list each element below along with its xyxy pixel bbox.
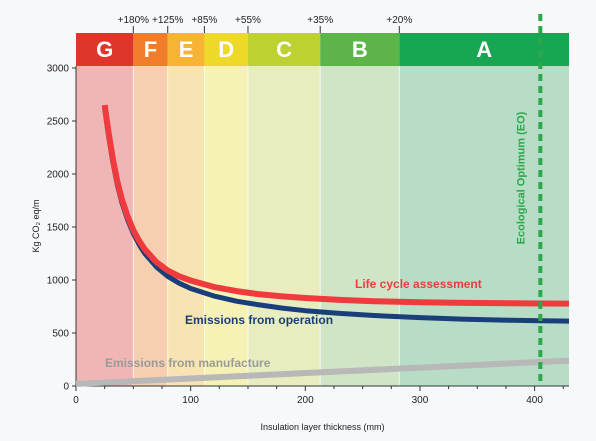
y-tick-label: 1000 (47, 276, 70, 287)
band-bg-d (204, 66, 248, 386)
band-letter-f: F (144, 37, 157, 62)
y-tick-label: 1500 (47, 223, 70, 234)
series-lines (75, 104, 570, 387)
x-axis-title: Insulation layer thickness (mm) (260, 422, 384, 432)
ecological-optimum: Ecological Optimum (EO) (515, 14, 543, 386)
y-tick-label: 2000 (47, 170, 70, 181)
band-block-e (167, 33, 205, 66)
percent-markers: +180% +125% +85% +55% +35% +20% (118, 15, 412, 33)
band-letter-a: A (476, 37, 492, 62)
band-letter-c: C (276, 37, 292, 62)
band-block-c (247, 33, 321, 66)
y-tick-label: 3000 (47, 64, 70, 75)
axes: 0 100 200 300 400 0 500 1000 1500 2000 2500 3000 Ins… (31, 64, 569, 432)
band-bg-c (247, 66, 321, 386)
percent-label: +180% (118, 15, 150, 26)
y-tick-label: 0 (63, 382, 69, 393)
band-block-b (320, 33, 400, 66)
y-tick-label: 500 (52, 329, 69, 340)
x-tick-label: 300 (412, 395, 429, 406)
band-letter-g: G (96, 37, 113, 62)
band-letter-d: D (218, 37, 234, 62)
band-bg-a (399, 66, 569, 386)
y-axis-title: Kg CO₂ eq/m (31, 199, 41, 252)
band-bg-e (167, 66, 205, 386)
operation-label: Emissions from operation (185, 313, 333, 327)
x-tick-label: 0 (73, 395, 79, 406)
band-backgrounds (76, 66, 569, 386)
x-tick-label: 400 (526, 395, 543, 406)
band-letter-e: E (179, 37, 194, 62)
band-block-f (133, 33, 168, 66)
x-tick-label: 100 (182, 395, 199, 406)
manufacture-label: Emissions from manufacture (105, 356, 271, 370)
band-bg-b (320, 66, 400, 386)
ecological-optimum-label: Ecological Optimum (EO) (515, 111, 527, 244)
lca-label: Life cycle assessment (355, 277, 482, 291)
manufacture-line (75, 357, 570, 387)
y-tick-label: 2500 (47, 117, 70, 128)
percent-label: +85% (191, 15, 217, 26)
percent-label: +20% (386, 15, 412, 26)
band-bg-f (133, 66, 168, 386)
percent-label: +35% (307, 15, 333, 26)
band-block-d (204, 33, 248, 66)
percent-label: +55% (235, 15, 261, 26)
band-dividers (132, 66, 400, 386)
percent-label: +125% (152, 15, 184, 26)
series-labels: Life cycle assessment Emissions from oper… (105, 277, 482, 370)
band-block-g (76, 33, 134, 66)
band-letter-b: B (352, 37, 368, 62)
lca-line (101, 104, 570, 307)
x-tick-label: 200 (297, 395, 314, 406)
